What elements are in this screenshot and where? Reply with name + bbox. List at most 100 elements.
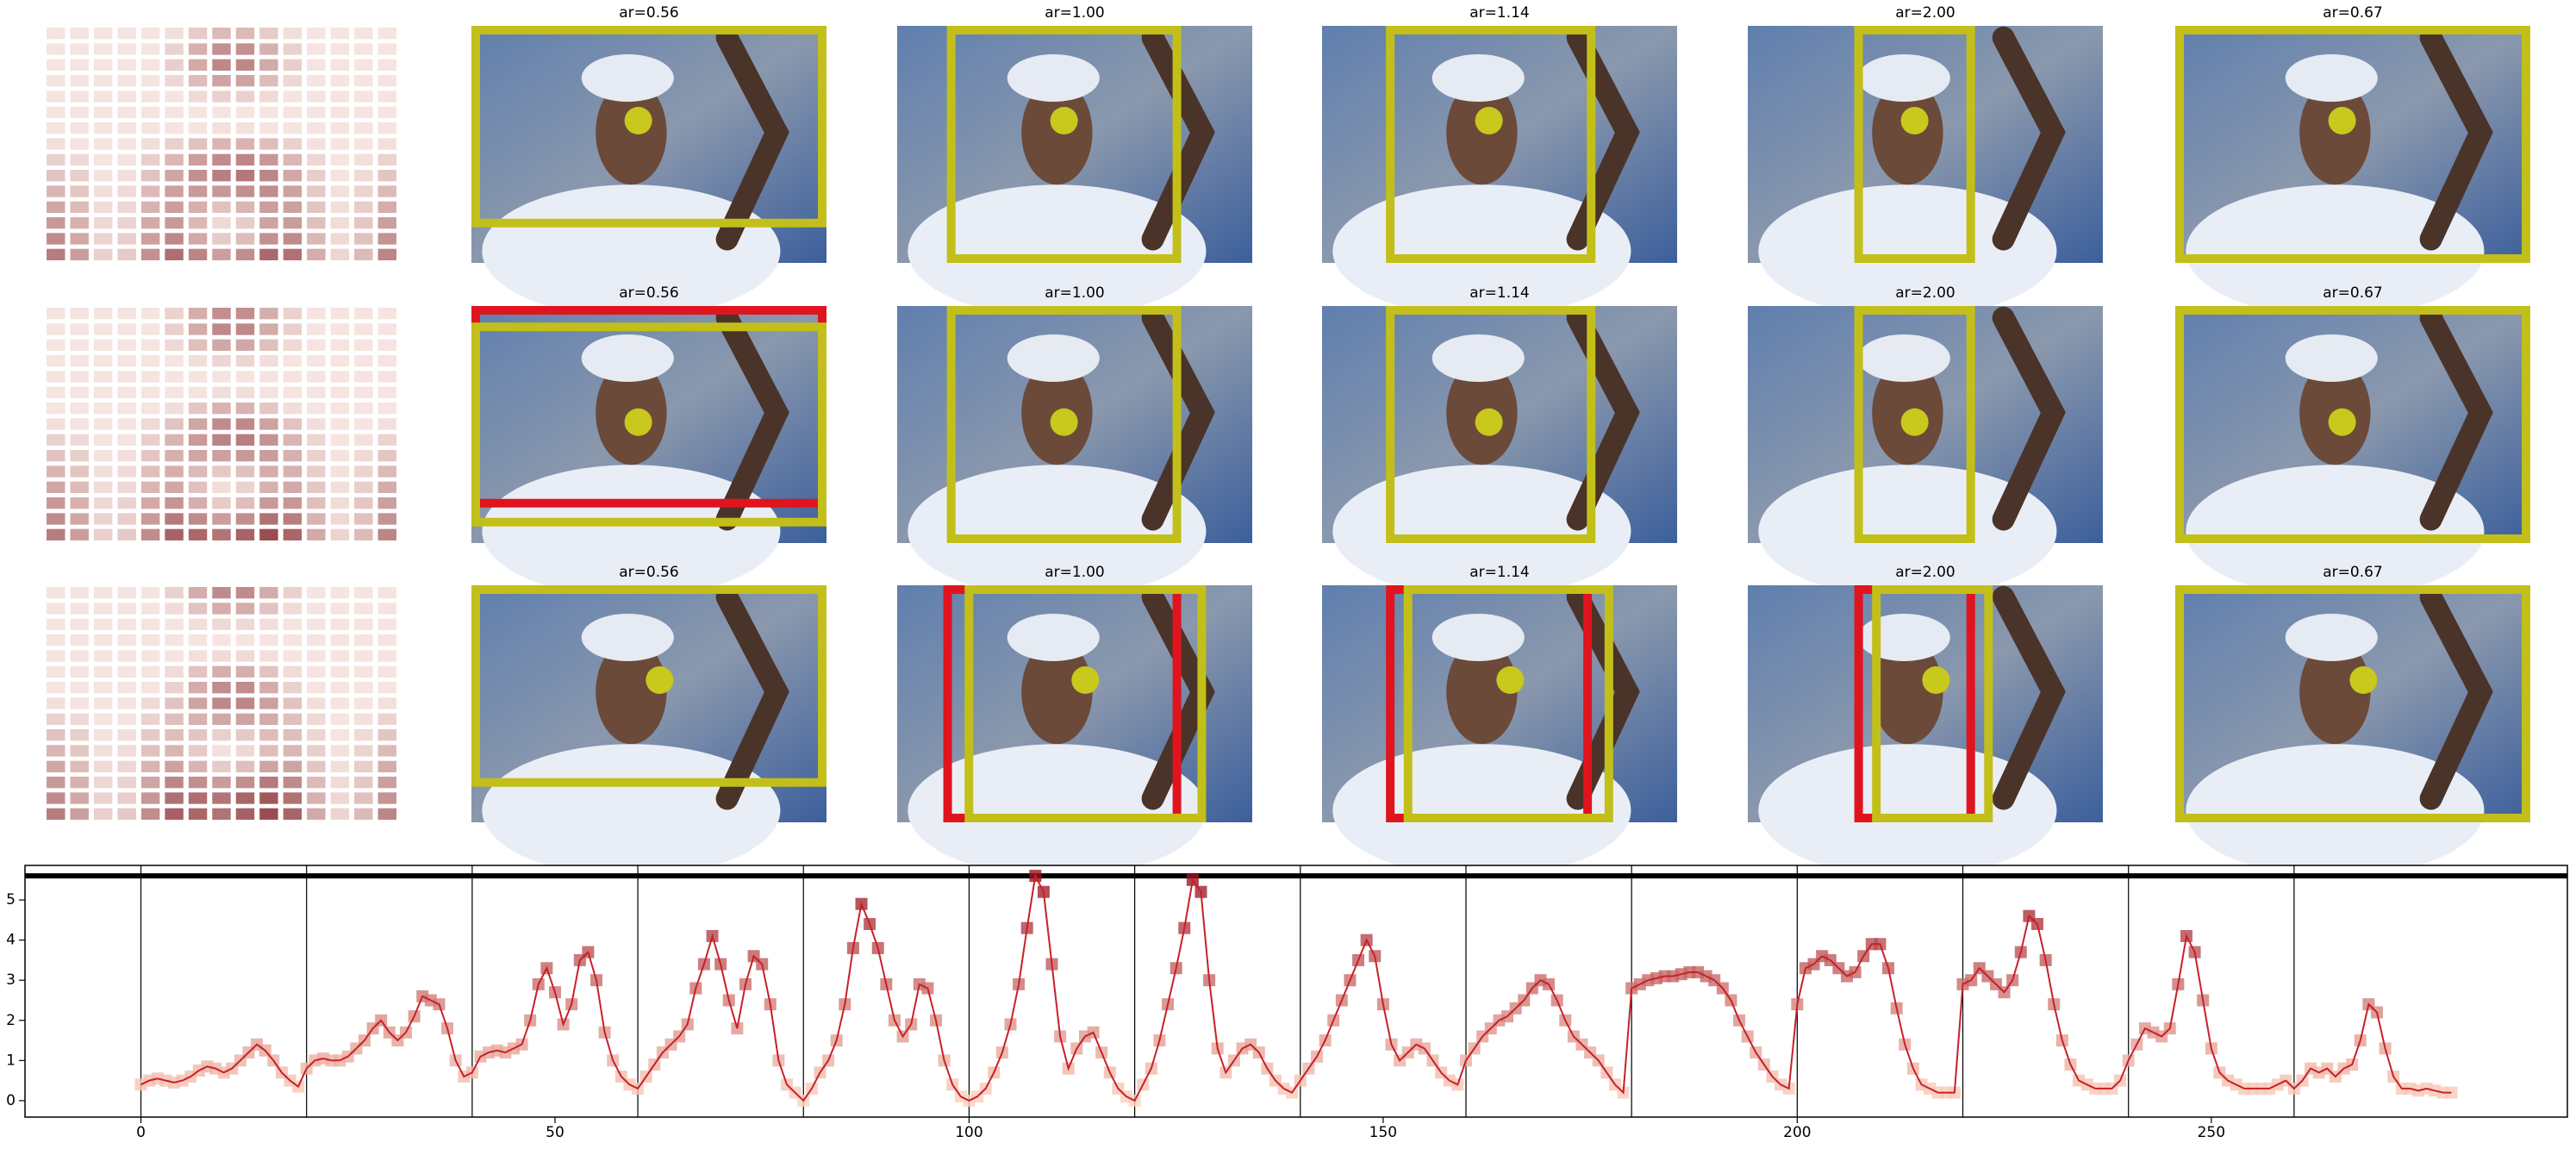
heatmap-cell — [259, 760, 278, 772]
photo-panel — [897, 26, 1252, 318]
heatmap-cell — [117, 201, 136, 213]
photo-shirt — [2186, 465, 2485, 598]
heatmap-cell — [235, 450, 255, 462]
heatmap-cell — [70, 248, 89, 260]
heatmap-cell — [70, 75, 89, 87]
heatmap-cell — [47, 91, 65, 103]
y-tick-label: 3 — [6, 971, 16, 989]
heatmap-cell — [47, 59, 65, 71]
heatmap-cell — [377, 233, 396, 245]
keypoint — [646, 666, 674, 694]
heatmap-cell — [283, 697, 303, 709]
heatmap-cell — [354, 308, 373, 320]
heatmap-cell — [330, 760, 350, 772]
heatmap-cell — [212, 682, 231, 694]
heatmap-cell — [117, 59, 136, 71]
photo-shirt — [482, 184, 781, 318]
heatmap-cell — [117, 122, 136, 134]
heatmap-cell — [140, 682, 160, 694]
keypoint — [1475, 408, 1503, 436]
heatmap-cell — [93, 697, 113, 709]
photo-arm — [2419, 26, 2493, 251]
heatmap-cell — [47, 450, 65, 462]
heatmap-cell — [140, 122, 160, 134]
heatmap-cell — [377, 528, 396, 540]
heatmap-cell — [140, 808, 160, 820]
heatmap-cell — [93, 713, 113, 725]
heatmap-cell — [165, 308, 184, 320]
heatmap-cell — [283, 587, 303, 599]
heatmap-cell — [307, 465, 326, 478]
heatmap-cell — [259, 682, 278, 694]
heatmap-cell — [330, 497, 350, 509]
heatmap-cell — [165, 618, 184, 630]
heatmap-cell — [235, 323, 255, 335]
heatmap-cell — [235, 418, 255, 430]
heatmap-cell — [212, 59, 231, 71]
heatmap-cell — [283, 777, 303, 789]
heatmap-cell — [188, 777, 208, 789]
heatmap-cell — [283, 323, 303, 335]
heatmap-cell — [117, 371, 136, 383]
heatmap-cell — [212, 248, 231, 260]
heatmap-cell — [47, 618, 65, 630]
photo-panel — [1322, 26, 1677, 318]
heatmap-cell — [188, 233, 208, 245]
heatmap-cell — [117, 587, 136, 599]
x-tick-label: 200 — [1783, 1124, 1811, 1141]
heatmap-cell — [354, 28, 373, 40]
heatmap-cell — [165, 170, 184, 182]
heatmap-cell — [307, 308, 326, 320]
heatmap-cell — [117, 713, 136, 725]
heatmap-cell — [330, 59, 350, 71]
heatmap-cell — [330, 75, 350, 87]
photo-panel — [471, 585, 826, 877]
heatmap-cell — [354, 170, 373, 182]
heatmap-cell — [212, 403, 231, 415]
heatmap-cell — [47, 122, 65, 134]
heatmap-cell — [307, 587, 326, 599]
heatmap-cell — [188, 122, 208, 134]
heatmap-cell — [188, 513, 208, 525]
heatmap-cell — [47, 323, 65, 335]
heatmap-cell — [117, 618, 136, 630]
heatmap-cell — [93, 248, 113, 260]
heatmap-cell — [165, 634, 184, 646]
heatmap-cell — [165, 792, 184, 804]
heatmap-cell — [377, 682, 396, 694]
heatmap-cell — [93, 59, 113, 71]
heatmap-cell — [235, 682, 255, 694]
heatmap-cell — [188, 43, 208, 55]
photo-turban — [1007, 614, 1100, 661]
heatmap-cell — [165, 153, 184, 165]
heatmap-cell — [307, 697, 326, 709]
heatmap-cell — [283, 233, 303, 245]
y-tick-label: 0 — [6, 1092, 16, 1109]
panel-title: ar=2.00 — [1895, 564, 1955, 581]
heatmap-cell — [70, 513, 89, 525]
heatmap-cell — [307, 217, 326, 229]
heatmap-cell — [354, 386, 373, 398]
heatmap-cell — [377, 665, 396, 678]
heatmap-cell — [377, 497, 396, 509]
heatmap-cell — [140, 760, 160, 772]
heatmap-cell — [330, 792, 350, 804]
heatmap-cell — [307, 28, 326, 40]
heatmap-cell — [259, 713, 278, 725]
heatmap-cell — [283, 513, 303, 525]
heatmap-cell — [377, 59, 396, 71]
heatmap-cell — [259, 697, 278, 709]
heatmap-cell — [354, 403, 373, 415]
heatmap-cell — [377, 587, 396, 599]
line-plot: 0 50 100 150 200 250 0 1 2 3 4 5 — [6, 865, 2568, 1141]
heatmap-cell — [47, 355, 65, 367]
heatmap-cell — [165, 513, 184, 525]
heatmap-cell — [377, 339, 396, 351]
yellow-box — [946, 26, 1182, 263]
heatmap-cell — [165, 587, 184, 599]
yellow-box — [471, 322, 826, 527]
heatmap-cell — [259, 418, 278, 430]
heatmap-cell — [188, 481, 208, 493]
heatmap-cell — [354, 138, 373, 150]
